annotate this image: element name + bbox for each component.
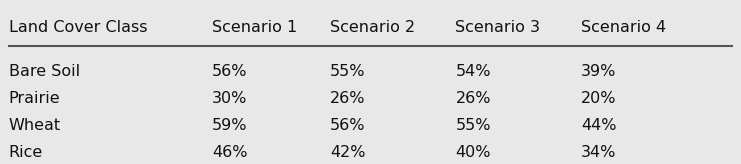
Text: Scenario 2: Scenario 2 (330, 20, 415, 35)
Text: 26%: 26% (456, 91, 491, 106)
Text: 55%: 55% (330, 64, 365, 79)
Text: 56%: 56% (212, 64, 247, 79)
Text: 26%: 26% (330, 91, 365, 106)
Text: 39%: 39% (581, 64, 617, 79)
Text: 34%: 34% (581, 145, 617, 160)
Text: 44%: 44% (581, 118, 617, 133)
Text: Rice: Rice (9, 145, 43, 160)
Text: 54%: 54% (456, 64, 491, 79)
Text: Scenario 4: Scenario 4 (581, 20, 666, 35)
Text: Scenario 1: Scenario 1 (212, 20, 297, 35)
Text: 56%: 56% (330, 118, 365, 133)
Text: Wheat: Wheat (9, 118, 61, 133)
Text: 40%: 40% (456, 145, 491, 160)
Text: 55%: 55% (456, 118, 491, 133)
Text: 30%: 30% (212, 91, 247, 106)
Text: Prairie: Prairie (9, 91, 61, 106)
Text: 46%: 46% (212, 145, 247, 160)
Text: 20%: 20% (581, 91, 617, 106)
Text: 59%: 59% (212, 118, 247, 133)
Text: Scenario 3: Scenario 3 (456, 20, 540, 35)
Text: Land Cover Class: Land Cover Class (9, 20, 147, 35)
Text: 42%: 42% (330, 145, 365, 160)
Text: Bare Soil: Bare Soil (9, 64, 80, 79)
